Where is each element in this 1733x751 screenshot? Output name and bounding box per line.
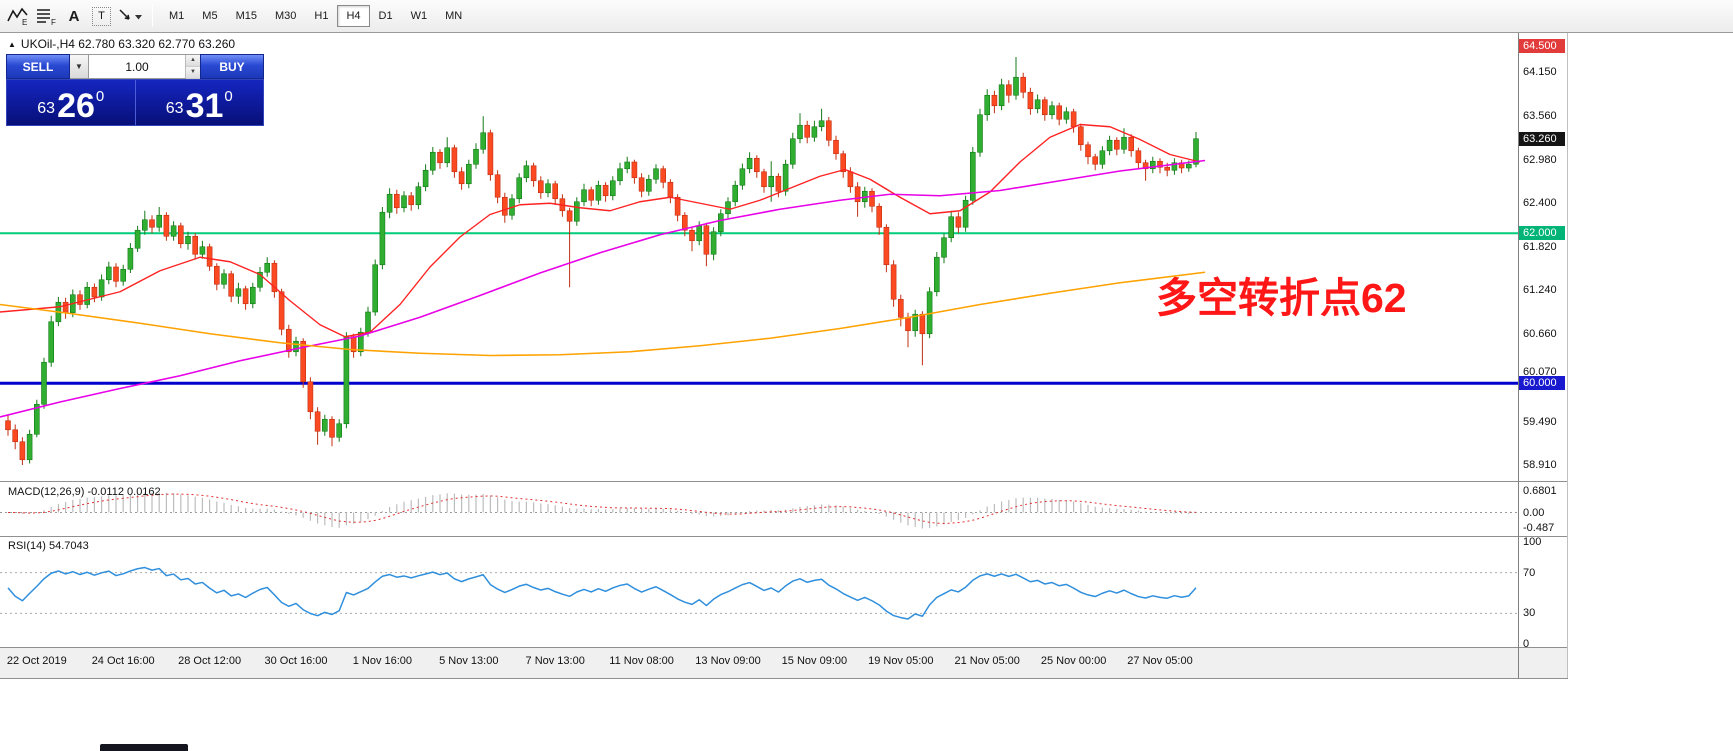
volume-spinner: ▲ ▼ (185, 55, 200, 79)
volume-decrement-button[interactable]: ▼ (186, 67, 200, 79)
svg-text:E: E (22, 18, 27, 26)
timeframe-button-h1[interactable]: H1 (314, 10, 329, 22)
text-label-tool-button[interactable]: A (68, 7, 80, 25)
ask-big-digits: 31 (185, 86, 224, 125)
timeframe-button-m30[interactable]: M30 (274, 10, 297, 22)
zigzag-chart-icon: E (7, 7, 28, 26)
bid-small-digits: 63 (37, 100, 56, 117)
bid-big-digits: 26 (57, 86, 95, 125)
arrow-tool-icon (119, 9, 142, 20)
lines-list-icon: F (37, 9, 56, 26)
svg-text:F: F (51, 18, 56, 26)
volume-dropdown-button[interactable]: ▼ (70, 54, 89, 79)
chevron-down-icon (135, 15, 142, 20)
buy-button[interactable]: BUY (200, 54, 264, 79)
bid-price-display[interactable]: 63 26 0 (7, 80, 135, 125)
timeframe-group: M1 M5 M15 M30 H1 H4 D1 W1 MN (160, 5, 471, 27)
timeframe-button-d1[interactable]: D1 (378, 10, 393, 22)
chart-template-e-button[interactable]: E (5, 3, 31, 29)
volume-field-wrap: ▲ ▼ (89, 54, 200, 79)
drawing-tools-button[interactable] (116, 3, 144, 29)
chevron-down-icon: ▼ (75, 62, 83, 71)
chart-template-f-button[interactable]: F (33, 3, 59, 29)
rsi-indicator-label: RSI(14) 54.7043 (8, 540, 89, 552)
bid-pip-digit: 0 (95, 88, 105, 105)
ask-small-digits: 63 (165, 100, 184, 117)
timeframe-button-h4[interactable]: H4 (337, 5, 370, 27)
timeframe-button-w1[interactable]: W1 (410, 10, 428, 22)
volume-input[interactable] (89, 55, 185, 78)
collapse-triangle-icon: ▲ (8, 39, 16, 49)
timeframe-button-m1[interactable]: M1 (169, 10, 185, 22)
text-box-tool-button[interactable]: T (92, 6, 111, 26)
chart-annotation: 多空转折点62 (1156, 275, 1407, 321)
timeframe-button-m5[interactable]: M5 (202, 10, 218, 22)
volume-increment-button[interactable]: ▲ (186, 55, 200, 67)
sell-button[interactable]: SELL (6, 54, 70, 79)
timeframe-button-mn[interactable]: MN (445, 10, 463, 22)
timeframe-button-m15[interactable]: M15 (235, 10, 257, 22)
symbol-ohlc-text: UKOil-,H4 62.780 63.320 62.770 63.260 (20, 37, 236, 51)
symbol-info: ▲ UKOil-,H4 62.780 63.320 62.770 63.260 (8, 37, 235, 51)
main-toolbar: E F A T M1 M5 M15 M30 H1 H4 D1 W1 MN (0, 0, 1733, 33)
toolbar-separator (152, 5, 153, 27)
ask-price-display[interactable]: 63 31 0 (134, 80, 263, 125)
macd-indicator-label: MACD(12,26,9) -0.0112 0.0162 (8, 486, 161, 498)
ask-pip-digit: 0 (224, 88, 233, 105)
bottom-tab-fragment (100, 744, 188, 751)
